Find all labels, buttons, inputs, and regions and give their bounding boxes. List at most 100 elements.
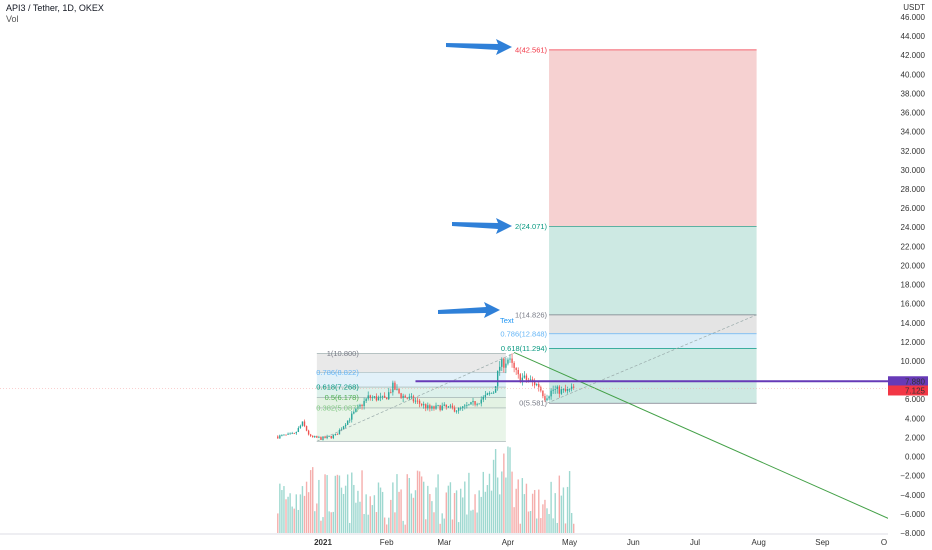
candle-body [513, 362, 515, 368]
price-axis-tick: −4.000 [900, 491, 925, 500]
volume-bar [453, 493, 456, 533]
candle-body [289, 433, 291, 435]
volume-bar [455, 490, 458, 533]
candle-body [536, 384, 538, 386]
candle-body [293, 433, 295, 435]
volume-bar [470, 510, 472, 533]
candle-body [390, 392, 392, 394]
candle-body [472, 401, 474, 403]
fib-left-zone [316, 353, 506, 373]
price-axis-tick: 46.000 [901, 13, 926, 22]
candle-body [332, 435, 334, 439]
volume-bar [445, 492, 447, 533]
volume-bar [527, 511, 530, 533]
volume-bar [400, 489, 402, 533]
candle-body [540, 387, 542, 391]
candle-body [279, 435, 281, 439]
volume-bar [447, 485, 450, 533]
volume-bar [297, 509, 300, 533]
volume-bar [478, 490, 480, 533]
volume-bar [307, 492, 310, 533]
candle-body [478, 403, 480, 405]
candle-body [400, 393, 402, 398]
candle-body [462, 406, 464, 408]
candle-body [464, 405, 466, 407]
price-axis-tick: 18.000 [901, 281, 926, 290]
volume-bar [573, 523, 575, 533]
candle-body [523, 375, 526, 378]
time-axis-tick: O [881, 538, 887, 547]
volume-bar [562, 487, 565, 533]
price-axis-tick: 42.000 [901, 51, 926, 60]
volume-bar [499, 494, 501, 533]
descending-trendline [513, 351, 932, 539]
candle-body [342, 426, 345, 430]
candle-body [363, 400, 365, 407]
fib-left-diagonal [316, 353, 515, 442]
volume-bar [328, 511, 330, 533]
volume-bar [420, 476, 423, 533]
price-axis-tick: 40.000 [901, 70, 926, 79]
volume-bar [408, 477, 411, 533]
volume-bar [322, 517, 324, 533]
volume-bar [396, 474, 398, 533]
volume-bar [406, 474, 408, 533]
candle-body [501, 358, 503, 367]
time-axis-tick: Aug [752, 538, 766, 547]
candle-body [303, 421, 306, 427]
volume-bar [511, 471, 513, 533]
price-axis-tick: 32.000 [901, 147, 926, 156]
candle-body [277, 436, 279, 439]
candle-body [482, 396, 484, 400]
fib-left-label: 0.618(7.268) [316, 383, 359, 392]
candle-body [558, 386, 561, 394]
volume-bar [429, 494, 431, 533]
candle-body [359, 404, 361, 407]
volume-bar [468, 472, 470, 533]
volume-bar [519, 523, 521, 533]
volume-bar [363, 514, 365, 533]
candle-body [494, 386, 497, 393]
candle-body [560, 389, 563, 394]
volume-bar [390, 499, 392, 533]
volume-bar [377, 482, 380, 533]
price-axis-tick: 28.000 [901, 185, 926, 194]
candle-body [568, 388, 571, 390]
candle-body [367, 395, 369, 399]
price-tag-label: 7.880 [905, 377, 926, 386]
candle-body [488, 393, 491, 394]
candle-body [427, 405, 429, 409]
candle-body [476, 403, 478, 405]
candle-body [544, 396, 546, 401]
candle-body [301, 421, 304, 426]
volume-bar [369, 496, 371, 533]
candle-body [324, 436, 326, 439]
volume-bar [558, 475, 561, 533]
fib-left-zone [316, 407, 506, 442]
price-tag-label: 7.125 [905, 386, 926, 395]
fib-left-zone [316, 372, 506, 388]
fib-left-zone [316, 387, 506, 398]
fib-extension-label: 4(42.561) [515, 45, 548, 54]
candle-body [507, 359, 509, 364]
candle-body [511, 358, 513, 363]
candle-body [542, 390, 544, 397]
candle-body [392, 382, 394, 393]
volume-bar [388, 517, 390, 533]
volume-bar [435, 487, 437, 533]
candle-body [320, 436, 322, 440]
volume-bar [359, 501, 361, 533]
volume-bar [334, 475, 337, 533]
candle-body [297, 427, 300, 432]
candle-body [564, 389, 567, 391]
volume-bar [437, 474, 439, 533]
price-axis-tick: 10.000 [901, 357, 926, 366]
candle-body [554, 388, 556, 390]
volume-bar [283, 486, 285, 533]
candle-body [546, 398, 548, 401]
fib-extension-label: 0(5.581) [519, 399, 547, 408]
candle-body [550, 390, 552, 397]
candle-body [283, 434, 285, 436]
volume-bar [410, 493, 413, 533]
